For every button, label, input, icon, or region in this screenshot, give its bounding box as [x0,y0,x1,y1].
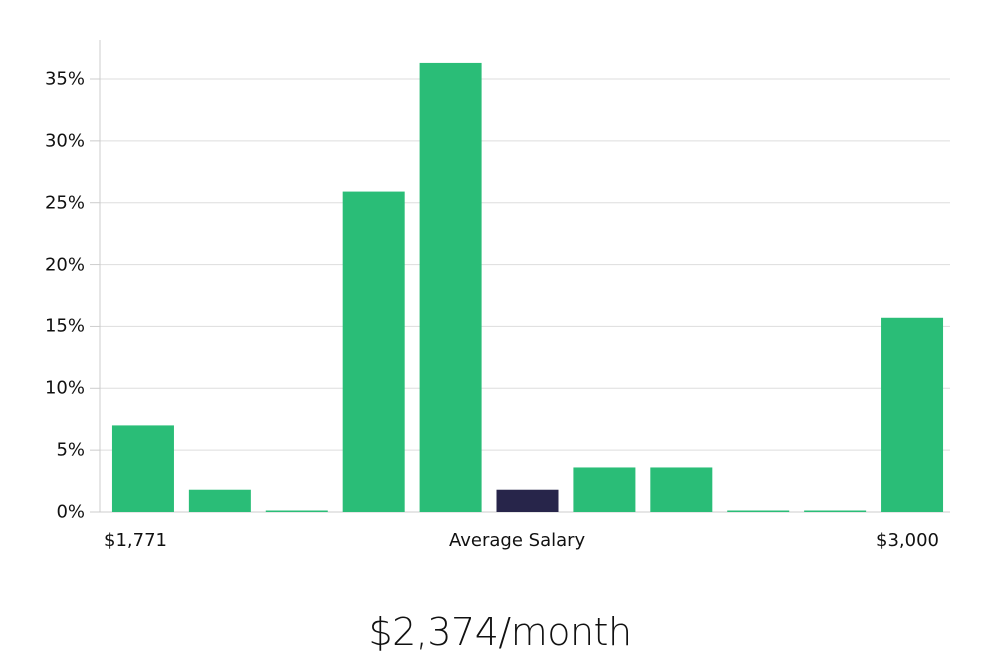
histogram-bar [804,510,867,512]
y-tick-label: 30% [44,130,85,152]
histogram-bar [188,489,251,512]
average-salary-value: $2,374/month [368,610,632,654]
histogram-bar [265,510,328,512]
histogram-bar [573,467,636,512]
histogram-bar [342,191,405,512]
y-tick-label: 15% [44,315,85,337]
y-tick-label: 35% [44,68,85,90]
highlighted-bar [496,489,559,512]
y-tick-label: 5% [56,439,85,461]
histogram-bar [881,317,944,512]
x-axis-title: Average Salary [449,530,586,551]
y-tick-label: 25% [44,192,85,214]
histogram-bar [727,510,790,512]
histogram-bar [419,62,482,512]
y-tick-label: 0% [56,501,85,523]
y-tick-label: 20% [44,254,85,276]
histogram-bar [111,425,174,512]
y-tick-label: 10% [44,377,85,399]
x-axis-min-label: $1,771 [104,530,167,551]
histogram-bar [650,467,713,512]
x-axis-max-label: $3,000 [876,530,939,551]
